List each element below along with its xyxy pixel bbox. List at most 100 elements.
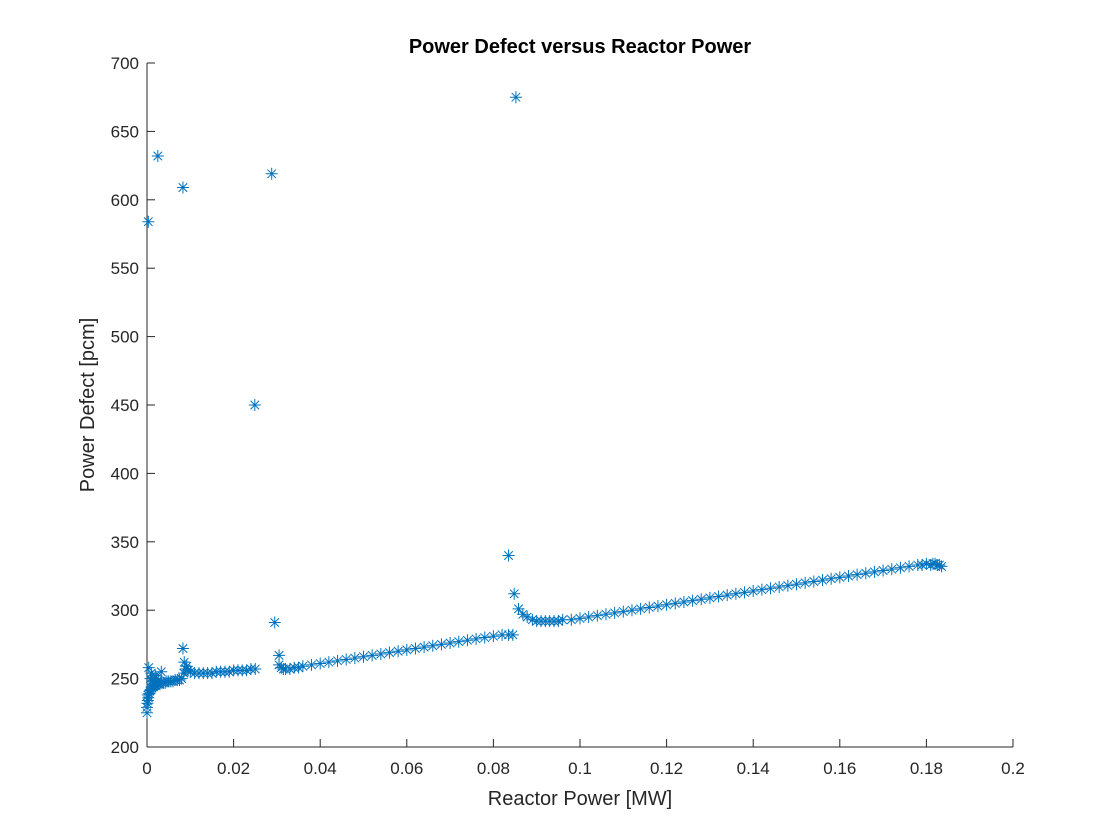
x-tick-label: 0.2 — [1001, 759, 1025, 778]
data-point — [552, 615, 565, 628]
x-tick-label: 0.14 — [737, 759, 770, 778]
data-point — [331, 654, 344, 667]
data-point — [877, 564, 890, 577]
data-point — [677, 595, 690, 608]
y-tick-label: 700 — [111, 54, 139, 73]
chart-title: Power Defect versus Reactor Power — [409, 36, 752, 58]
data-point — [357, 650, 370, 663]
data-point — [348, 652, 361, 665]
data-point — [521, 611, 534, 624]
data-point — [426, 639, 439, 652]
data-point — [574, 612, 586, 625]
data-point — [781, 579, 794, 592]
data-point — [152, 673, 165, 686]
data-point — [146, 675, 159, 688]
data-point — [773, 580, 786, 593]
data-point — [147, 678, 160, 691]
data-point — [582, 611, 595, 624]
data-point — [920, 557, 933, 570]
data-point — [816, 574, 829, 587]
x-tick-label: 0 — [142, 759, 151, 778]
y-tick-label: 300 — [111, 601, 139, 620]
y-tick-label: 350 — [111, 533, 139, 552]
data-point — [502, 549, 515, 562]
data-point — [508, 587, 521, 600]
plot-area — [147, 63, 1013, 747]
x-tick-label: 0.16 — [823, 759, 856, 778]
x-tick-label: 0.02 — [217, 759, 250, 778]
data-point — [205, 667, 218, 680]
data-point — [924, 559, 937, 572]
data-point — [686, 594, 699, 607]
y-tick-label: 450 — [111, 396, 139, 415]
data-point — [178, 656, 191, 669]
data-point — [173, 673, 186, 686]
x-tick-label: 0.12 — [650, 759, 683, 778]
data-point — [141, 701, 153, 714]
data-point — [322, 656, 335, 669]
data-point — [155, 665, 168, 678]
data-point — [669, 597, 682, 610]
data-point — [929, 557, 942, 570]
data-point — [392, 645, 405, 658]
data-point — [248, 399, 261, 411]
data-point — [868, 565, 881, 578]
data-point — [712, 590, 725, 603]
data-point — [764, 582, 777, 595]
data-point — [452, 635, 465, 648]
data-point — [516, 608, 529, 621]
data-point — [444, 637, 457, 650]
data-point — [145, 667, 158, 680]
data-point — [842, 570, 855, 582]
data-point — [634, 602, 647, 615]
data-point — [859, 567, 872, 580]
data-point — [305, 658, 318, 671]
data-point — [903, 560, 916, 573]
data-point — [916, 559, 929, 572]
data-point — [151, 150, 164, 163]
x-tick-label: 0.04 — [304, 759, 337, 778]
data-point — [273, 649, 286, 662]
data-point — [275, 661, 288, 674]
data-point — [366, 649, 379, 662]
data-point — [512, 602, 525, 615]
y-axis-label: Power Defect [pcm] — [77, 318, 99, 493]
data-point — [240, 664, 253, 677]
data-point — [935, 560, 948, 573]
data-series — [141, 91, 948, 719]
data-point — [141, 689, 154, 702]
data-point — [703, 591, 716, 604]
y-tick-label: 600 — [111, 191, 139, 210]
data-point — [799, 576, 812, 589]
data-point — [506, 628, 519, 641]
data-point — [149, 669, 162, 682]
data-point — [807, 575, 820, 588]
y-tick-label: 400 — [111, 464, 139, 483]
y-tick-label: 650 — [111, 122, 139, 141]
data-point — [142, 215, 155, 228]
data-point — [651, 600, 664, 613]
data-point — [296, 660, 309, 673]
data-point — [470, 632, 483, 645]
data-point — [176, 181, 189, 194]
data-point — [461, 634, 474, 647]
data-point — [591, 609, 604, 622]
data-point — [268, 616, 281, 629]
data-point — [176, 642, 189, 655]
data-point — [851, 568, 864, 581]
data-point — [643, 601, 656, 614]
data-point — [617, 605, 630, 618]
data-point — [565, 613, 578, 626]
data-point — [825, 572, 838, 585]
data-point — [496, 628, 509, 641]
data-point — [755, 583, 768, 596]
data-point — [166, 675, 179, 688]
data-point — [599, 608, 612, 621]
data-point — [738, 586, 751, 599]
data-point — [721, 589, 734, 602]
data-point — [175, 672, 188, 685]
data-point — [526, 613, 539, 626]
y-axis: 200 250 300 350 400 450 500 550 600 650 700 — [111, 54, 155, 757]
data-point — [833, 571, 846, 584]
